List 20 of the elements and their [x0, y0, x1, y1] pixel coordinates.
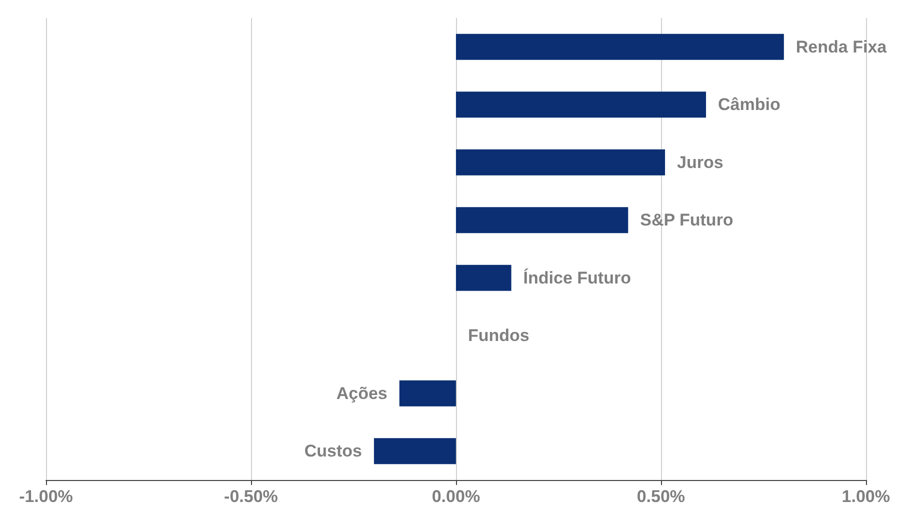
x-tick-label: 0.00%: [432, 487, 480, 506]
y-tick-label: Ações: [336, 384, 388, 403]
x-tick-label: 0.50%: [636, 487, 686, 506]
bar: [374, 438, 456, 464]
bar: [399, 380, 456, 406]
y-tick-label: Índice Futuro: [523, 267, 631, 288]
bar: [456, 264, 512, 291]
bar: [456, 34, 784, 60]
y-tick-label: Renda Fixa: [796, 37, 888, 56]
y-tick-label: Câmbio: [718, 95, 780, 114]
y-tick-label: Custos: [304, 442, 362, 461]
x-tick-label: -0.50%: [224, 487, 278, 506]
x-tick-label: -1.00%: [19, 487, 73, 506]
y-tick-label: Juros: [677, 152, 724, 172]
x-tick-label: 1.00%: [842, 487, 890, 506]
y-tick-label: S&P Futuro: [640, 210, 734, 230]
bar: [456, 92, 706, 118]
bar: [456, 207, 628, 234]
y-tick-label: Fundos: [468, 326, 530, 346]
bar: [456, 149, 666, 176]
